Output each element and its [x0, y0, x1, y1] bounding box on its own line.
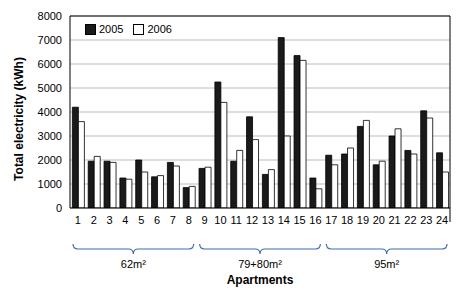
svg-text:20: 20	[373, 214, 385, 226]
svg-text:1000: 1000	[38, 178, 62, 190]
html-text:2005: 2005	[99, 23, 124, 35]
svg-text:1: 1	[75, 214, 81, 226]
svg-text:4000: 4000	[38, 106, 62, 118]
svg-text:14: 14	[278, 214, 290, 226]
svg-text:Apartments: Apartments	[227, 273, 294, 287]
svg-text:2000: 2000	[38, 154, 62, 166]
svg-text:6000: 6000	[38, 58, 62, 70]
svg-text:62m²: 62m²	[121, 258, 146, 270]
svg-text:79+80m²: 79+80m²	[238, 258, 282, 270]
svg-text:3: 3	[107, 214, 113, 226]
svg-text:8: 8	[186, 214, 192, 226]
svg-text:10: 10	[214, 214, 226, 226]
svg-text:9: 9	[202, 214, 208, 226]
svg-text:2: 2	[91, 214, 97, 226]
svg-text:13: 13	[262, 214, 274, 226]
svg-text:3000: 3000	[38, 130, 62, 142]
svg-text:6: 6	[154, 214, 160, 226]
svg-text:5: 5	[138, 214, 144, 226]
svg-text:16: 16	[309, 214, 321, 226]
svg-text:7000: 7000	[38, 34, 62, 46]
svg-text:24: 24	[436, 214, 448, 226]
svg-text:0: 0	[56, 202, 62, 214]
svg-text:18: 18	[341, 214, 353, 226]
svg-text:12: 12	[246, 214, 258, 226]
svg-text:23: 23	[420, 214, 432, 226]
svg-text:5000: 5000	[38, 82, 62, 94]
html-text:2006: 2006	[147, 23, 172, 35]
svg-text:15: 15	[293, 214, 305, 226]
svg-text:8000: 8000	[38, 10, 62, 22]
svg-text:95m²: 95m²	[374, 258, 399, 270]
svg-text:22: 22	[404, 214, 416, 226]
svg-text:11: 11	[231, 214, 242, 226]
svg-text:4: 4	[122, 214, 128, 226]
svg-text:21: 21	[388, 214, 400, 226]
svg-text:7: 7	[170, 214, 176, 226]
svg-text:17: 17	[325, 214, 337, 226]
svg-text:Total electricity (kWh): Total electricity (kWh)	[12, 57, 26, 181]
svg-text:19: 19	[357, 214, 369, 226]
